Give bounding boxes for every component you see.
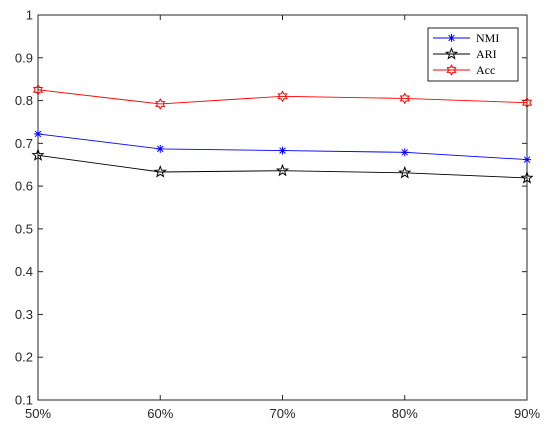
series-nmi: [34, 129, 531, 164]
data-point-nmi: [278, 146, 287, 155]
y-tick-label: 0.4: [15, 264, 33, 279]
data-point-acc: [155, 98, 166, 110]
y-tick-label: 0.8: [15, 93, 33, 108]
data-point-nmi: [523, 155, 531, 164]
legend-label-ari: ARI: [476, 47, 497, 61]
y-tick-label: 0.2: [15, 350, 33, 365]
series-acc: [32, 84, 533, 110]
series-line-acc: [37, 89, 528, 105]
y-tick-label: 0.3: [15, 307, 33, 322]
y-tick-label: 1: [26, 8, 33, 23]
data-point-nmi: [34, 129, 42, 138]
series-ari: [31, 148, 534, 184]
data-point-acc: [521, 96, 533, 109]
legend-label-nmi: NMI: [476, 31, 499, 45]
legend-item-acc: Acc: [433, 63, 495, 77]
data-point-ari: [153, 165, 167, 178]
x-tick-label: 90%: [514, 406, 540, 421]
legend-marker-ari: [444, 47, 459, 60]
legend-label-acc: Acc: [476, 63, 495, 77]
data-point-acc: [32, 84, 44, 96]
series-layer: [31, 84, 534, 184]
x-tick-label: 50%: [25, 406, 51, 421]
y-tick-label: 0.7: [15, 136, 33, 151]
data-point-nmi: [400, 148, 409, 157]
legend-marker-acc: [446, 64, 457, 76]
legend-item-nmi: NMI: [433, 31, 499, 45]
y-tick-label: 0.5: [15, 221, 33, 236]
data-point-ari: [31, 148, 45, 161]
data-point-acc: [277, 90, 288, 103]
y-tick-label: 0.6: [15, 179, 33, 194]
data-point-ari: [275, 163, 290, 177]
y-tick-label: 0.1: [15, 393, 33, 408]
x-tick-label: 70%: [269, 406, 295, 421]
y-axis: 0.1 0.2 0.3 0.4 0.5 0.6 0.7 0.8 0.9 1: [15, 8, 527, 408]
legend: NMI ARI Acc: [427, 27, 519, 82]
x-tick-label: 80%: [392, 406, 418, 421]
legend-marker-nmi: [447, 34, 456, 42]
data-point-nmi: [156, 144, 165, 153]
x-axis: 50% 60% 70% 80% 90%: [25, 15, 540, 421]
legend-box: [427, 27, 519, 82]
series-line-ari: [37, 154, 528, 179]
legend-item-ari: ARI: [433, 47, 497, 61]
data-point-acc: [399, 92, 410, 105]
data-point-ari: [398, 165, 412, 179]
y-tick-label: 0.9: [15, 50, 33, 65]
data-point-ari: [520, 171, 534, 184]
x-tick-label: 60%: [147, 406, 173, 421]
